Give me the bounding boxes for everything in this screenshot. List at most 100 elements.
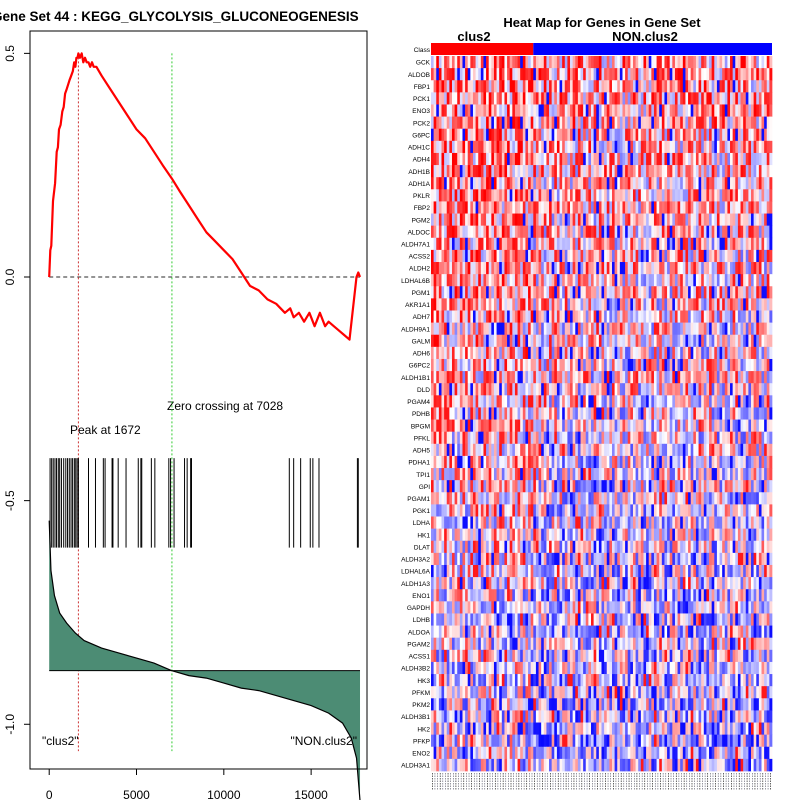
heat-map-cell <box>640 177 644 190</box>
heat-map-cell <box>766 358 770 372</box>
heat-map-cell <box>570 443 573 457</box>
heat-map-cell <box>533 480 537 493</box>
heat-map-cell <box>622 116 626 130</box>
heat-map-cell <box>446 249 450 263</box>
heat-map-cell <box>638 274 642 287</box>
heat-map-cell <box>449 286 453 299</box>
heat-map-cell <box>651 152 655 166</box>
heat-map-cell <box>714 346 718 360</box>
heat-map-cell <box>664 262 668 275</box>
heat-map-cell <box>656 249 660 263</box>
heat-map-cell <box>475 455 479 469</box>
heat-map-cell <box>564 346 568 360</box>
heat-map-cell <box>690 177 694 190</box>
heat-map-cell <box>598 201 602 214</box>
heat-map-cell <box>716 225 720 239</box>
heat-map-cell <box>698 492 702 505</box>
heat-map-cell <box>648 80 652 93</box>
heat-map-cell <box>530 286 534 299</box>
heat-map-cell <box>693 286 697 299</box>
heat-map-cell <box>764 128 768 142</box>
heat-map-cell <box>577 262 581 275</box>
heat-map-cell <box>583 480 587 493</box>
heat-map-cell <box>625 310 629 323</box>
heat-map-cell <box>535 286 539 299</box>
heat-map-cell <box>682 237 686 251</box>
heat-map-cell <box>604 371 608 384</box>
heat-map-cell <box>651 431 655 445</box>
heat-map-cell <box>748 431 752 445</box>
heat-map-cell <box>758 249 762 263</box>
heat-map-cell <box>433 492 437 505</box>
heat-map-cell <box>591 371 594 384</box>
heat-map-cell <box>431 80 434 93</box>
heat-map-cell <box>470 165 474 178</box>
heat-map-cell <box>501 322 505 336</box>
heat-map-cell <box>622 480 626 493</box>
heat-map-cell <box>583 116 587 130</box>
heat-map-cell <box>672 407 676 420</box>
heat-map-cell <box>730 80 733 93</box>
heat-map-cell <box>472 334 476 348</box>
heat-map-cell <box>667 262 671 275</box>
heat-map-cell <box>459 395 463 408</box>
heat-map-cell <box>667 334 671 348</box>
heat-map-cell <box>748 322 752 336</box>
heat-map-cell <box>732 322 736 336</box>
heat-map-cell <box>478 468 482 481</box>
heat-map-cell <box>769 249 773 263</box>
heat-map-cell <box>449 298 453 311</box>
heat-map-cell <box>593 140 597 154</box>
heat-map-cell <box>444 419 448 433</box>
heat-map-cell <box>472 298 476 311</box>
heat-map-cell <box>690 104 694 117</box>
heat-map-cell <box>538 383 542 396</box>
heat-map-cell <box>614 201 618 214</box>
heat-map-cell <box>758 140 762 154</box>
heat-map-cell <box>517 189 521 202</box>
heat-map-cell <box>648 468 652 481</box>
heat-map-cell <box>730 358 733 372</box>
heat-map-cell <box>688 116 692 130</box>
heat-map-cell <box>543 116 547 130</box>
heat-map-cell <box>480 249 484 263</box>
heat-map-cell <box>716 274 720 287</box>
heat-map-cell <box>514 262 518 275</box>
heat-map-cell <box>514 56 518 69</box>
heat-map-cell <box>577 395 581 408</box>
heat-map-cell <box>551 395 555 408</box>
heat-map-cell <box>685 140 689 154</box>
heat-map-cell <box>730 128 733 142</box>
heat-map-cell <box>457 104 461 117</box>
heat-map-cell <box>514 322 518 336</box>
heat-map-cell <box>680 274 684 287</box>
heat-map-cell <box>661 92 665 105</box>
heat-map-cell <box>459 189 463 202</box>
heat-map-cell <box>653 128 657 142</box>
heat-map-cell <box>617 128 621 142</box>
heat-map-cell <box>617 395 621 408</box>
heat-map-cell <box>688 262 692 275</box>
heat-map-cell <box>436 116 440 130</box>
heat-map-cell <box>554 104 558 117</box>
heat-map-cell <box>438 310 442 323</box>
heat-map-cell <box>459 407 463 420</box>
heat-map-cell <box>703 274 707 287</box>
heat-map-cell <box>753 92 757 105</box>
heat-map-cell <box>714 213 718 227</box>
heat-map-cell <box>627 116 631 130</box>
heat-map-cell <box>546 56 550 69</box>
heat-map-cell <box>667 383 671 396</box>
heat-map-cell <box>583 128 587 142</box>
heat-map-cell <box>541 56 545 69</box>
heat-map-cell <box>722 298 726 311</box>
heat-map-cell <box>514 480 518 493</box>
heat-map-cell <box>695 419 699 433</box>
heat-map-cell <box>614 298 618 311</box>
heat-map-cell <box>499 56 503 69</box>
heat-map-cell <box>764 395 768 408</box>
heat-map-cell <box>522 140 526 154</box>
heat-map-cell <box>732 128 736 142</box>
heat-map-cell <box>588 56 592 69</box>
heat-map-cell <box>690 443 694 457</box>
